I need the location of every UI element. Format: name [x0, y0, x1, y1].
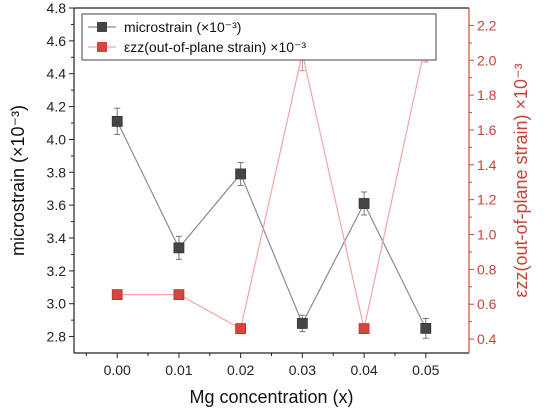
data-point-out-of-plane-strain	[173, 289, 185, 301]
legend-label-microstrain: microstrain (×10⁻³)	[124, 19, 241, 35]
y-tick-label: 4.0	[47, 131, 67, 147]
x-tick-label: 0.05	[412, 362, 439, 378]
y-tick-label-right: 0.4	[477, 331, 497, 347]
y-tick-label-right: 0.6	[477, 296, 497, 312]
legend-box	[81, 13, 437, 61]
y-tick-label: 4.2	[47, 99, 67, 115]
data-point-microstrain	[111, 115, 123, 127]
y-tick-label: 4.8	[47, 0, 67, 16]
x-tick-label: 0.04	[350, 362, 377, 378]
y-tick-label-right: 0.8	[477, 261, 497, 277]
y-axis-label: microstrain (×10⁻³)	[8, 105, 28, 256]
legend-marker-out-of-plane-strain	[97, 42, 107, 52]
x-tick-label: 0.00	[104, 362, 131, 378]
series-line-microstrain	[116, 121, 427, 329]
y-tick-label-right: 2.0	[477, 52, 497, 68]
data-point-microstrain	[358, 198, 370, 209]
y-tick-label-right: 1.6	[477, 122, 497, 138]
y-tick-label: 4.4	[47, 66, 67, 82]
y-tick-label-right: 1.8	[477, 87, 497, 103]
x-tick-label: 0.01	[165, 362, 192, 378]
y-tick-label: 3.8	[47, 164, 67, 180]
data-point-out-of-plane-strain	[358, 323, 370, 335]
legend-label-out-of-plane-strain: εzz(out-of-plane strain) ×10⁻³	[124, 39, 306, 55]
y-tick-label: 3.4	[47, 230, 67, 246]
data-point-microstrain	[420, 322, 432, 334]
data-point-out-of-plane-strain	[235, 323, 247, 335]
legend-marker-microstrain	[97, 22, 107, 32]
y-tick-label: 3.6	[47, 197, 67, 213]
data-point-microstrain	[235, 168, 247, 180]
x-tick-label: 0.03	[289, 362, 316, 378]
y-tick-label-right: 1.2	[477, 192, 497, 208]
x-axis-label: Mg concentration (x)	[189, 387, 353, 407]
data-point-out-of-plane-strain	[111, 289, 123, 301]
series-line-out-of-plane-strain	[117, 42, 427, 330]
y-tick-label-right: 1.0	[477, 227, 497, 243]
y-tick-label-right: 1.4	[477, 157, 497, 173]
y-tick-label-right: 2.2	[477, 17, 497, 33]
y-tick-label: 2.8	[47, 329, 67, 345]
data-point-microstrain	[296, 318, 308, 329]
y-tick-label: 3.2	[47, 263, 67, 279]
data-point-microstrain	[173, 242, 185, 254]
y-tick-label: 3.0	[47, 296, 67, 312]
y-axis-label-right: εzz(out-of-plane strain) ×10⁻³	[511, 63, 531, 297]
y-tick-label: 4.6	[47, 33, 67, 49]
x-tick-label: 0.02	[227, 362, 254, 378]
